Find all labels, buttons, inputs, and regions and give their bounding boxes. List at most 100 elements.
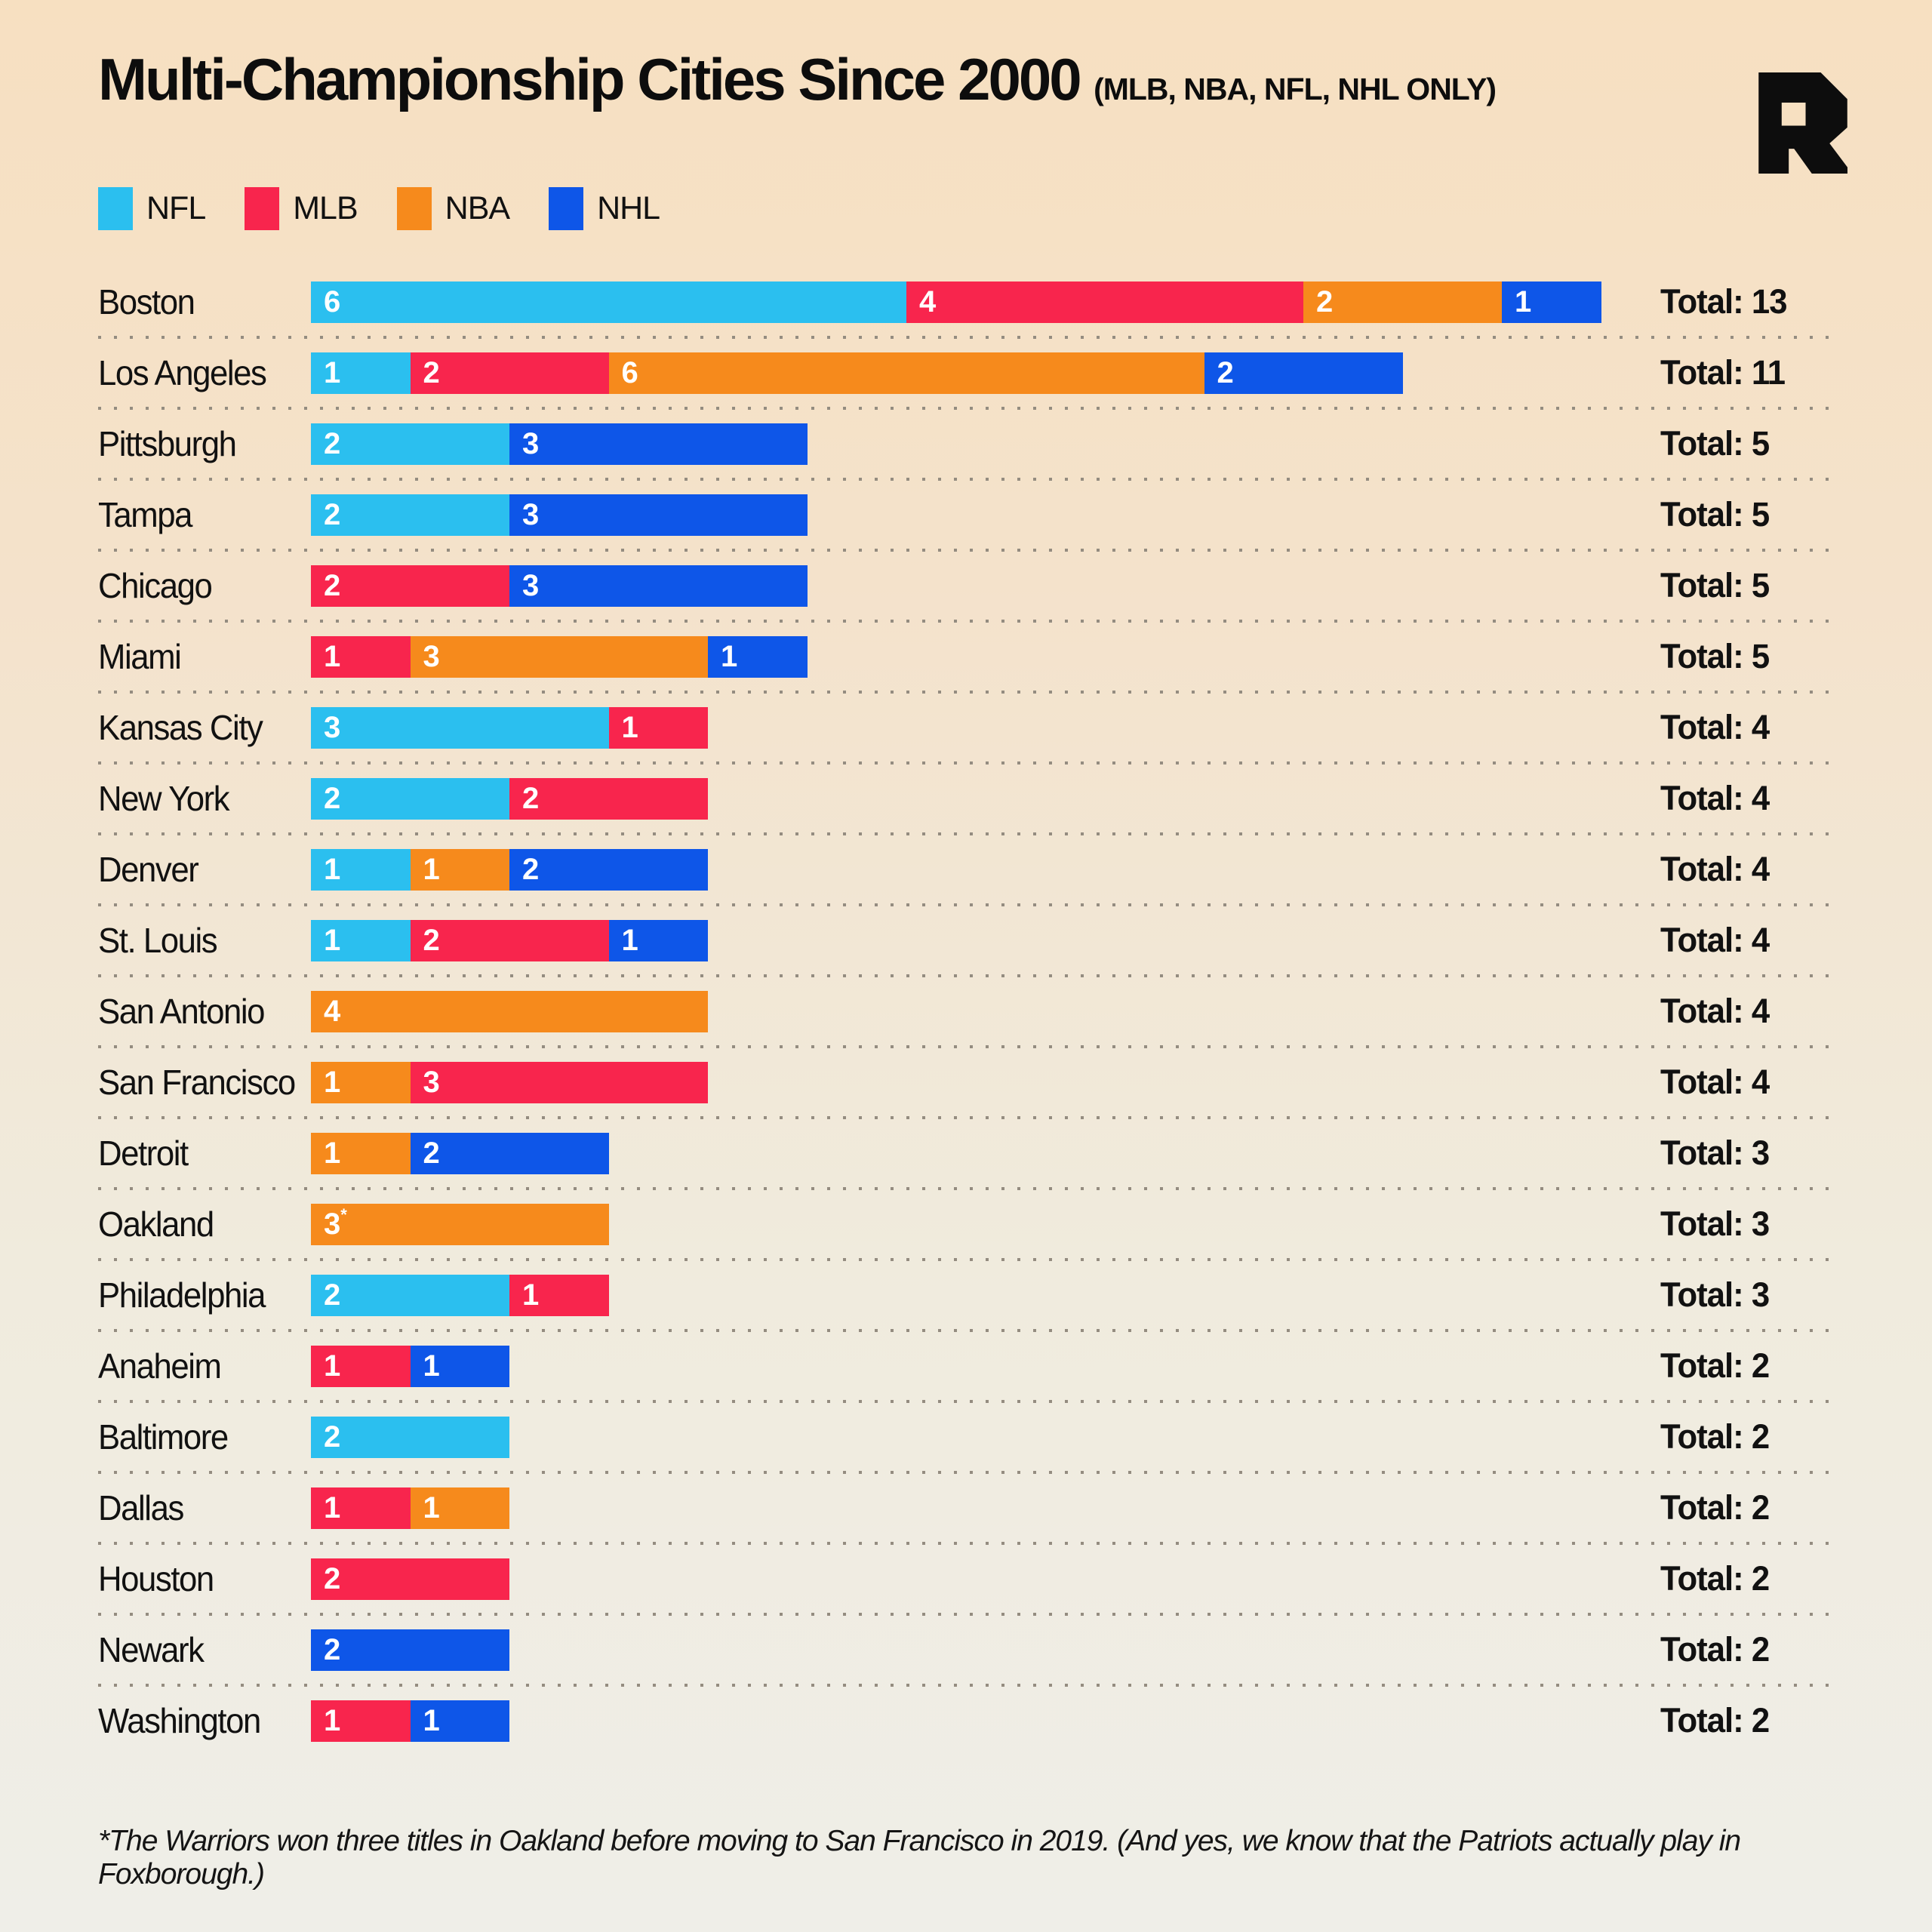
- segment-value: 1: [324, 1066, 341, 1099]
- legend-item: NHL: [549, 187, 660, 230]
- total-label: Total: 4: [1660, 850, 1770, 888]
- bar-segment-mlb: 2: [311, 565, 509, 607]
- bar-segment-nfl: 2: [311, 1416, 509, 1458]
- stacked-bar: 6 4 2 1: [311, 281, 1660, 323]
- bar-segment-nhl: 2: [509, 848, 708, 891]
- segment-value: 3*: [324, 1205, 347, 1241]
- bar-segment-mlb: 3: [410, 1061, 708, 1103]
- city-row: Oakland 3* Total: 3: [98, 1189, 1879, 1261]
- bar-segment-nba: 1: [410, 1487, 509, 1529]
- city-label: Miami: [98, 637, 182, 676]
- segment-value: 2: [423, 356, 440, 389]
- bar-segment-nfl: 1: [311, 848, 411, 891]
- city-label: Boston: [98, 282, 195, 321]
- bar-segment-nfl: 2: [311, 494, 509, 536]
- total-label: Total: 4: [1660, 1063, 1770, 1101]
- stacked-bar: 1 3 1: [311, 635, 1660, 678]
- segment-value: 1: [423, 1704, 440, 1737]
- bar-segment-nba: 1: [311, 1061, 411, 1103]
- segment-value: 1: [621, 924, 638, 957]
- bar-segment-nba: 2: [1303, 281, 1502, 323]
- segment-value: 3: [522, 427, 540, 460]
- segment-value: 1: [423, 1349, 440, 1383]
- logo-counter: [1781, 102, 1806, 126]
- city-row: Houston 2 Total: 2: [98, 1543, 1879, 1616]
- total-label: Total: 11: [1660, 353, 1786, 392]
- segment-value: 2: [423, 924, 440, 957]
- bar-segment-nhl: 3: [509, 494, 808, 536]
- segment-value: 1: [522, 1278, 540, 1312]
- segment-value: 2: [324, 498, 341, 531]
- total-label: Total: 2: [1660, 1701, 1770, 1740]
- bar-segment-mlb: 1: [311, 1487, 411, 1529]
- city-label: Baltimore: [98, 1417, 229, 1457]
- bar-segment-nhl: 1: [608, 919, 708, 961]
- bar-segment-mlb: 1: [311, 1345, 411, 1387]
- bar-segment-nba: 1: [311, 1132, 411, 1174]
- segment-value: 3: [324, 711, 341, 744]
- total-label: Total: 2: [1660, 1346, 1770, 1385]
- segment-value: 2: [324, 782, 341, 815]
- ringer-r-logo-icon: [1758, 72, 1847, 174]
- city-label: Houston: [98, 1559, 214, 1598]
- bar-segment-mlb: 1: [311, 1700, 411, 1742]
- bar-segment-nhl: 2: [1204, 352, 1403, 394]
- stacked-bar: 4: [311, 990, 1660, 1032]
- city-label: San Antonio: [98, 992, 265, 1031]
- segment-value: 2: [324, 1562, 341, 1595]
- segment-value: 6: [324, 285, 341, 318]
- city-label: San Francisco: [98, 1063, 296, 1102]
- legend-item: NBA: [396, 187, 510, 230]
- footnote-marker: *: [340, 1205, 347, 1224]
- bar-segment-nfl: 2: [311, 423, 509, 465]
- segment-value: 2: [324, 1278, 341, 1312]
- city-row: San Antonio 4 Total: 4: [98, 976, 1879, 1048]
- legend-label: NBA: [445, 190, 510, 226]
- segment-value: 4: [919, 285, 937, 318]
- legend: NFL MLB NBA NHL: [98, 187, 660, 230]
- bar-segment-nhl: 3: [509, 423, 808, 465]
- segment-value: 6: [621, 356, 638, 389]
- segment-value: 2: [522, 782, 540, 815]
- total-label: Total: 4: [1660, 921, 1770, 959]
- stacked-bar: 2: [311, 1558, 1660, 1600]
- city-label: Tampa: [98, 495, 192, 534]
- legend-swatch-nba-icon: [396, 187, 432, 230]
- bar-segment-nhl: 1: [410, 1700, 509, 1742]
- city-label: St. Louis: [98, 921, 218, 960]
- segment-value: 2: [324, 569, 341, 602]
- stacked-bar: 1 2 6 2: [311, 352, 1660, 394]
- total-label: Total: 5: [1660, 495, 1770, 534]
- segment-value: 2: [1316, 285, 1334, 318]
- city-row: St. Louis 1 2 1 Total: 4: [98, 905, 1879, 977]
- total-label: Total: 4: [1660, 992, 1770, 1030]
- legend-item: NFL: [98, 187, 206, 230]
- bar-segment-nfl: 6: [311, 281, 906, 323]
- city-label: Los Angeles: [98, 353, 267, 392]
- bar-segment-mlb: 2: [509, 777, 708, 820]
- bar-segment-mlb: 1: [509, 1274, 609, 1316]
- footnote-text: *The Warriors won three titles in Oaklan…: [98, 1825, 1741, 1890]
- bar-segment-nba: 6: [608, 352, 1204, 394]
- total-label: Total: 13: [1660, 282, 1787, 321]
- segment-value: 1: [1515, 285, 1532, 318]
- segment-value: 1: [324, 640, 341, 673]
- page-title: Multi-Championship Cities Since 2000: [98, 46, 1082, 112]
- segment-value: 1: [324, 924, 341, 957]
- legend-swatch-mlb-icon: [245, 187, 280, 230]
- legend-label: MLB: [293, 190, 358, 226]
